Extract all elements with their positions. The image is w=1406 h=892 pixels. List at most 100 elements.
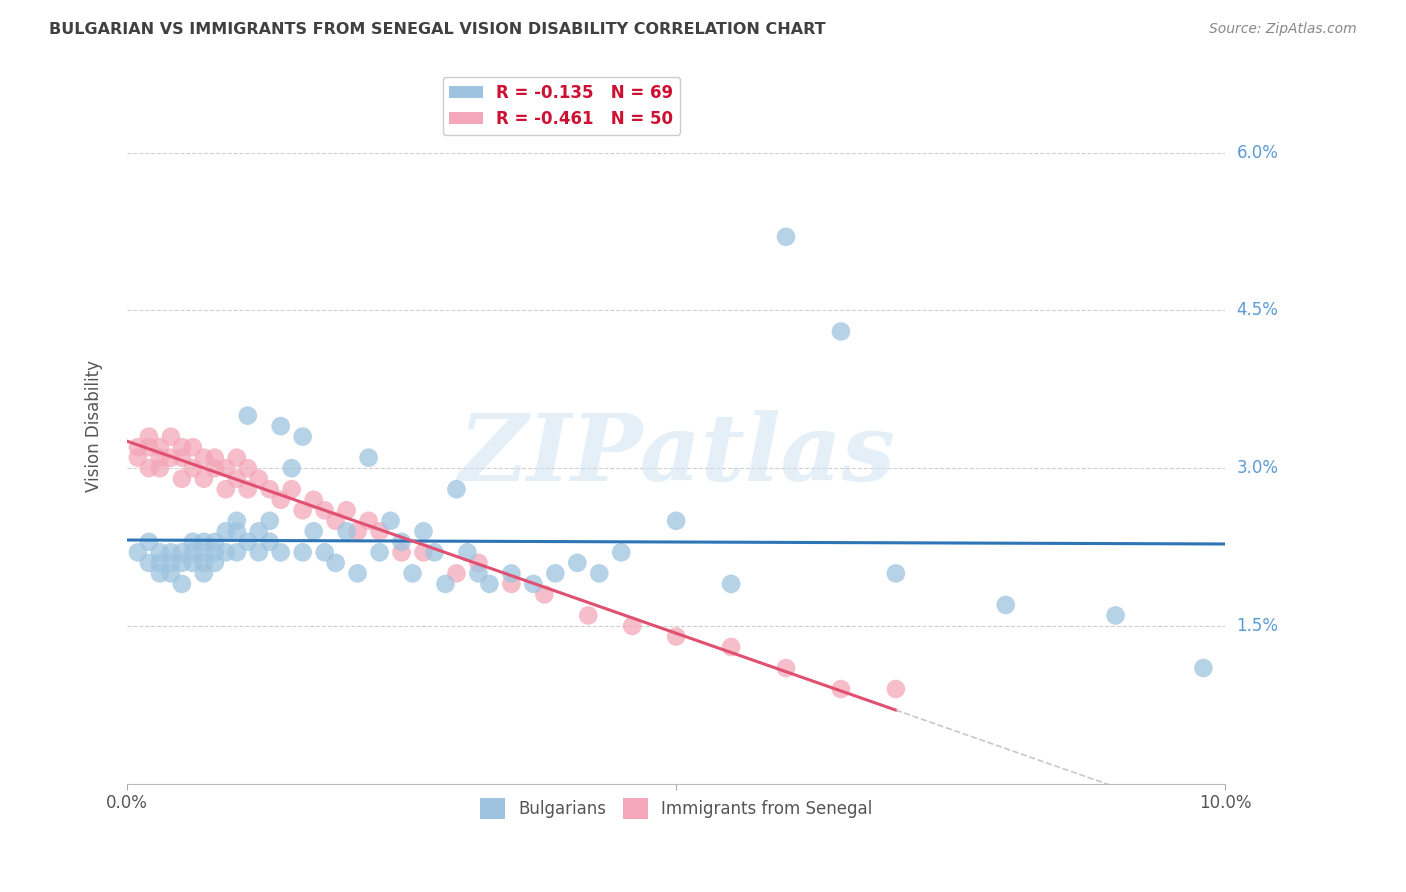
Text: Source: ZipAtlas.com: Source: ZipAtlas.com xyxy=(1209,22,1357,37)
Point xyxy=(830,325,852,339)
Point xyxy=(467,566,489,581)
Point xyxy=(149,440,172,454)
Point xyxy=(204,545,226,559)
Point xyxy=(127,545,149,559)
Point xyxy=(357,514,380,528)
Point xyxy=(236,409,259,423)
Point xyxy=(621,619,644,633)
Point xyxy=(270,545,292,559)
Point xyxy=(259,482,281,496)
Point xyxy=(423,545,446,559)
Point xyxy=(830,682,852,697)
Point xyxy=(204,461,226,475)
Point xyxy=(193,556,215,570)
Point xyxy=(225,514,247,528)
Point xyxy=(302,524,325,539)
Point xyxy=(456,545,478,559)
Point xyxy=(193,566,215,581)
Point xyxy=(720,640,742,654)
Point xyxy=(160,450,183,465)
Point xyxy=(270,419,292,434)
Point xyxy=(160,545,183,559)
Point xyxy=(149,461,172,475)
Point xyxy=(225,545,247,559)
Point xyxy=(280,461,302,475)
Point xyxy=(236,534,259,549)
Point xyxy=(501,566,523,581)
Point xyxy=(291,430,314,444)
Point xyxy=(391,545,413,559)
Point xyxy=(149,450,172,465)
Point xyxy=(336,503,359,517)
Point xyxy=(138,461,160,475)
Point xyxy=(291,503,314,517)
Point xyxy=(236,482,259,496)
Text: BULGARIAN VS IMMIGRANTS FROM SENEGAL VISION DISABILITY CORRELATION CHART: BULGARIAN VS IMMIGRANTS FROM SENEGAL VIS… xyxy=(49,22,825,37)
Point xyxy=(325,556,347,570)
Point xyxy=(259,534,281,549)
Point xyxy=(204,556,226,570)
Point xyxy=(588,566,610,581)
Point xyxy=(467,556,489,570)
Point xyxy=(357,450,380,465)
Point xyxy=(225,472,247,486)
Point xyxy=(193,472,215,486)
Point xyxy=(478,577,501,591)
Point xyxy=(259,514,281,528)
Point xyxy=(225,450,247,465)
Point xyxy=(225,524,247,539)
Point xyxy=(170,472,193,486)
Point xyxy=(368,524,391,539)
Point xyxy=(720,577,742,591)
Point xyxy=(181,556,204,570)
Point xyxy=(193,545,215,559)
Point xyxy=(127,450,149,465)
Point xyxy=(138,440,160,454)
Point xyxy=(149,545,172,559)
Point xyxy=(181,545,204,559)
Point xyxy=(401,566,423,581)
Point xyxy=(193,534,215,549)
Point xyxy=(346,566,368,581)
Point xyxy=(181,534,204,549)
Point xyxy=(522,577,544,591)
Point xyxy=(170,556,193,570)
Text: 1.5%: 1.5% xyxy=(1236,617,1278,635)
Point xyxy=(160,566,183,581)
Point xyxy=(884,682,907,697)
Point xyxy=(160,556,183,570)
Legend: Bulgarians, Immigrants from Senegal: Bulgarians, Immigrants from Senegal xyxy=(474,792,879,825)
Point xyxy=(204,534,226,549)
Point xyxy=(170,450,193,465)
Point xyxy=(170,440,193,454)
Point xyxy=(280,482,302,496)
Text: ZIPatlas: ZIPatlas xyxy=(458,409,894,500)
Point xyxy=(380,514,402,528)
Point xyxy=(314,545,336,559)
Point xyxy=(170,545,193,559)
Text: 3.0%: 3.0% xyxy=(1236,459,1278,477)
Point xyxy=(127,440,149,454)
Point xyxy=(1104,608,1126,623)
Point xyxy=(544,566,567,581)
Point xyxy=(884,566,907,581)
Point xyxy=(412,545,434,559)
Text: 6.0%: 6.0% xyxy=(1236,144,1278,161)
Point xyxy=(665,514,688,528)
Point xyxy=(501,577,523,591)
Point xyxy=(325,514,347,528)
Point xyxy=(236,461,259,475)
Point xyxy=(204,450,226,465)
Point xyxy=(336,524,359,539)
Point xyxy=(346,524,368,539)
Y-axis label: Vision Disability: Vision Disability xyxy=(86,360,103,492)
Point xyxy=(775,229,797,244)
Point xyxy=(391,534,413,549)
Point xyxy=(247,472,270,486)
Text: 4.5%: 4.5% xyxy=(1236,301,1278,319)
Point xyxy=(446,566,468,581)
Point xyxy=(149,556,172,570)
Point xyxy=(181,440,204,454)
Point xyxy=(576,608,599,623)
Point xyxy=(193,450,215,465)
